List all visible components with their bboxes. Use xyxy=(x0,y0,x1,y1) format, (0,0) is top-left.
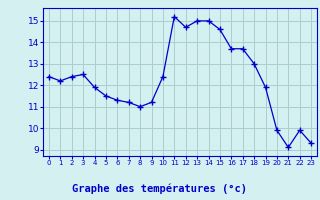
Text: Graphe des températures (°c): Graphe des températures (°c) xyxy=(73,184,247,194)
